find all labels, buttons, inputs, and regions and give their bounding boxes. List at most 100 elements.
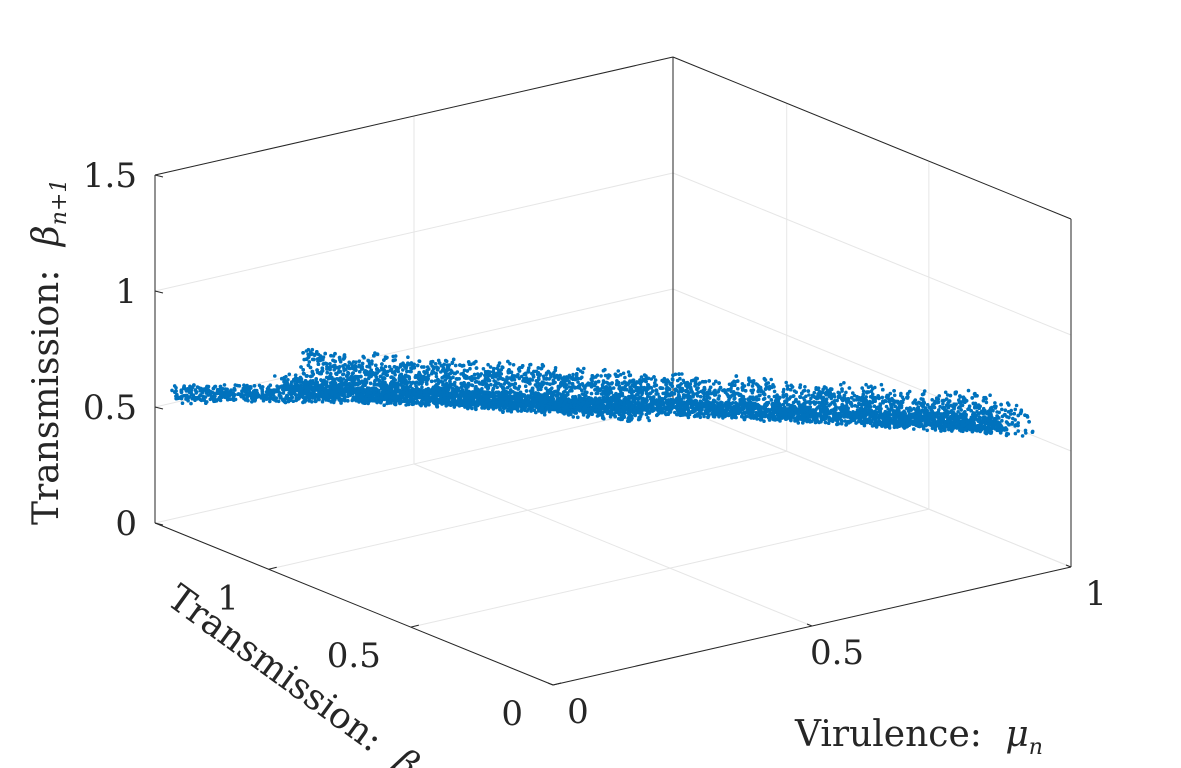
z-tick-mark bbox=[154, 522, 164, 526]
data-point bbox=[268, 399, 272, 404]
data-point bbox=[433, 362, 438, 366]
data-point bbox=[347, 360, 352, 365]
data-point bbox=[357, 359, 362, 364]
data-point bbox=[984, 397, 988, 401]
box-edge bbox=[672, 56, 1072, 220]
x-tick-mark bbox=[806, 623, 813, 627]
data-point bbox=[981, 398, 986, 403]
data-point bbox=[422, 370, 426, 374]
data-point bbox=[434, 374, 439, 379]
data-point bbox=[639, 385, 643, 389]
y-tick-mark bbox=[410, 624, 419, 628]
z-tick-mark bbox=[154, 290, 164, 294]
data-point bbox=[817, 400, 821, 405]
y-tick-mark bbox=[552, 682, 562, 686]
z-tick-mark bbox=[154, 406, 164, 410]
data-point bbox=[988, 393, 992, 398]
grid-line bbox=[672, 172, 1072, 336]
grid-line bbox=[154, 404, 674, 524]
data-point bbox=[855, 404, 860, 409]
data-point bbox=[611, 386, 616, 390]
axes-box bbox=[154, 56, 1072, 686]
data-point bbox=[648, 395, 653, 400]
data-point bbox=[661, 391, 665, 396]
grid-line bbox=[410, 508, 929, 628]
data-point bbox=[993, 401, 997, 405]
data-point bbox=[1009, 408, 1013, 413]
data-point bbox=[803, 385, 807, 389]
data-point bbox=[450, 370, 454, 375]
data-point bbox=[1030, 429, 1035, 434]
z-tick-mark bbox=[154, 174, 164, 178]
data-point bbox=[861, 389, 866, 394]
data-point bbox=[599, 374, 603, 378]
data-point bbox=[721, 416, 725, 420]
data-point bbox=[523, 384, 528, 389]
data-point bbox=[984, 400, 989, 405]
data-point bbox=[751, 388, 756, 392]
data-point bbox=[879, 382, 884, 387]
data-point bbox=[442, 362, 447, 367]
data-point bbox=[616, 369, 621, 373]
data-point bbox=[826, 421, 831, 426]
data-point bbox=[1000, 418, 1004, 423]
data-point bbox=[182, 393, 186, 398]
data-point bbox=[530, 378, 535, 382]
data-point bbox=[476, 375, 480, 380]
data-point bbox=[268, 383, 273, 388]
data-point bbox=[1014, 403, 1019, 408]
data-point bbox=[937, 394, 941, 398]
data-point bbox=[807, 393, 811, 397]
data-point bbox=[293, 373, 298, 378]
data-point bbox=[304, 349, 309, 353]
data-point bbox=[473, 380, 478, 384]
data-point bbox=[994, 404, 998, 409]
data-point bbox=[589, 391, 594, 396]
data-point bbox=[794, 390, 798, 395]
grid-line bbox=[154, 172, 674, 292]
grid-line bbox=[672, 288, 1072, 452]
data-point bbox=[746, 382, 751, 387]
data-point bbox=[631, 378, 636, 383]
data-point bbox=[1016, 421, 1020, 425]
data-point bbox=[291, 399, 296, 404]
box-edge bbox=[154, 522, 554, 686]
data-point bbox=[1023, 428, 1028, 433]
grid-lines bbox=[154, 56, 1072, 686]
data-point bbox=[617, 384, 622, 388]
data-point bbox=[930, 398, 934, 402]
data-point bbox=[772, 389, 777, 394]
data-point bbox=[479, 372, 484, 376]
data-point bbox=[860, 386, 864, 390]
data-point bbox=[943, 390, 948, 395]
data-point bbox=[870, 392, 875, 397]
data-point bbox=[1019, 408, 1024, 413]
data-point bbox=[843, 419, 847, 423]
data-point bbox=[851, 391, 855, 395]
grid-line bbox=[672, 404, 1072, 568]
data-point bbox=[1013, 407, 1018, 412]
data-point bbox=[750, 384, 755, 388]
data-point bbox=[307, 360, 312, 364]
data-point bbox=[495, 385, 500, 390]
data-point bbox=[976, 403, 981, 407]
data-point bbox=[769, 377, 773, 382]
grid-line bbox=[268, 450, 787, 570]
data-point bbox=[922, 389, 927, 393]
data-point bbox=[328, 362, 332, 366]
data-point bbox=[791, 394, 795, 399]
data-point bbox=[222, 383, 227, 387]
data-point bbox=[653, 378, 658, 382]
data-point bbox=[511, 363, 516, 367]
data-point bbox=[839, 382, 843, 387]
grid-line bbox=[154, 288, 674, 408]
x-tick-mark bbox=[1065, 564, 1072, 568]
x-tick-mark bbox=[547, 682, 554, 686]
data-point bbox=[680, 372, 684, 376]
data-point bbox=[443, 358, 448, 363]
data-point bbox=[837, 391, 842, 396]
data-point bbox=[959, 408, 963, 412]
data-point bbox=[580, 370, 585, 375]
data-point bbox=[443, 371, 448, 376]
